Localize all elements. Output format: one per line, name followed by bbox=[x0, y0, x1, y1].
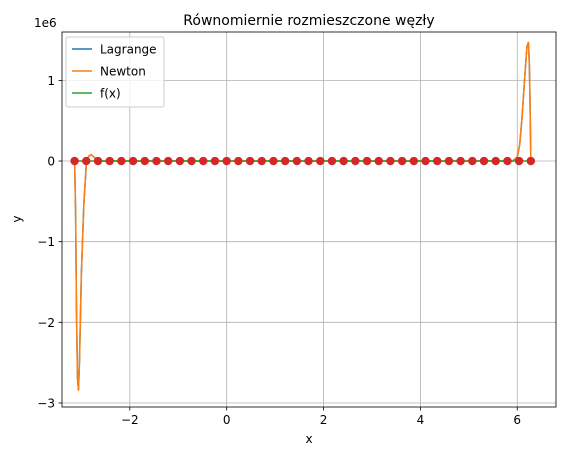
node-point bbox=[152, 156, 161, 166]
y-tick-label: −3 bbox=[37, 396, 55, 410]
node-point bbox=[397, 156, 407, 166]
node-point bbox=[199, 156, 208, 166]
node-point bbox=[175, 156, 185, 166]
node-point bbox=[456, 156, 465, 166]
node-point bbox=[362, 156, 372, 166]
node-point bbox=[304, 156, 313, 166]
node-point bbox=[117, 156, 126, 166]
plot-frame bbox=[61, 31, 557, 408]
node-point bbox=[210, 156, 220, 166]
x-tick-label: 0 bbox=[223, 413, 231, 427]
node-point bbox=[444, 156, 454, 166]
x-tick-label: 6 bbox=[513, 413, 521, 427]
y-offset-text: 1e6 bbox=[34, 16, 57, 30]
node-markers bbox=[70, 156, 536, 166]
node-point bbox=[339, 156, 348, 166]
node-point bbox=[374, 156, 383, 166]
y-tick-label: −1 bbox=[37, 235, 55, 249]
node-point bbox=[327, 156, 337, 166]
node-point bbox=[468, 156, 477, 166]
node-point bbox=[163, 156, 173, 166]
y-tick-label: 0 bbox=[47, 155, 55, 169]
node-point bbox=[433, 156, 442, 166]
node-point bbox=[316, 156, 325, 166]
node-point bbox=[421, 156, 430, 166]
node-point bbox=[82, 156, 91, 166]
x-tick-label: −2 bbox=[121, 413, 139, 427]
x-tick-label: 2 bbox=[320, 413, 328, 427]
node-point bbox=[245, 156, 255, 166]
node-point bbox=[222, 156, 231, 166]
legend-label: f(x) bbox=[100, 87, 121, 101]
node-point bbox=[514, 156, 524, 166]
x-axis-label: x bbox=[305, 432, 312, 446]
node-point bbox=[280, 156, 290, 166]
node-point bbox=[93, 156, 103, 166]
legend-box bbox=[65, 36, 165, 108]
x-tick-label: 4 bbox=[417, 413, 425, 427]
node-point bbox=[128, 156, 138, 166]
node-point bbox=[526, 156, 536, 166]
node-point bbox=[409, 156, 419, 166]
node-point bbox=[234, 156, 243, 166]
node-point bbox=[105, 156, 114, 166]
node-point bbox=[351, 156, 360, 166]
ticks: −2 0 2 4 6 −3 −2 −1 0 1 bbox=[37, 74, 521, 427]
legend: Lagrange Newton f(x) bbox=[65, 36, 165, 108]
node-point bbox=[292, 156, 302, 166]
node-point bbox=[386, 156, 395, 166]
node-point bbox=[187, 156, 196, 166]
node-point bbox=[257, 156, 266, 166]
node-point bbox=[269, 156, 278, 166]
node-point bbox=[479, 156, 489, 166]
node-point bbox=[491, 156, 500, 166]
chart-title: Równomiernie rozmieszczone węzły bbox=[183, 13, 434, 29]
node-point bbox=[503, 156, 512, 166]
y-tick-label: −2 bbox=[37, 316, 55, 330]
legend-label: Newton bbox=[100, 65, 146, 79]
node-point bbox=[70, 156, 79, 166]
node-point bbox=[140, 156, 149, 166]
y-tick-label: 1 bbox=[47, 74, 55, 88]
y-axis-label: y bbox=[10, 215, 24, 222]
legend-label: Lagrange bbox=[100, 43, 157, 57]
